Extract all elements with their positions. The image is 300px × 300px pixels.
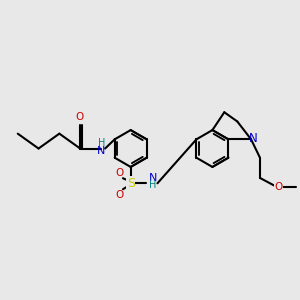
Text: S: S — [127, 177, 135, 190]
Text: O: O — [75, 112, 84, 122]
Text: H: H — [149, 180, 157, 190]
Text: N: N — [97, 146, 105, 157]
Text: H: H — [98, 139, 105, 148]
Text: N: N — [149, 173, 157, 183]
Text: O: O — [115, 190, 124, 200]
Text: O: O — [115, 168, 124, 178]
Text: N: N — [249, 132, 257, 145]
Text: O: O — [274, 182, 283, 192]
